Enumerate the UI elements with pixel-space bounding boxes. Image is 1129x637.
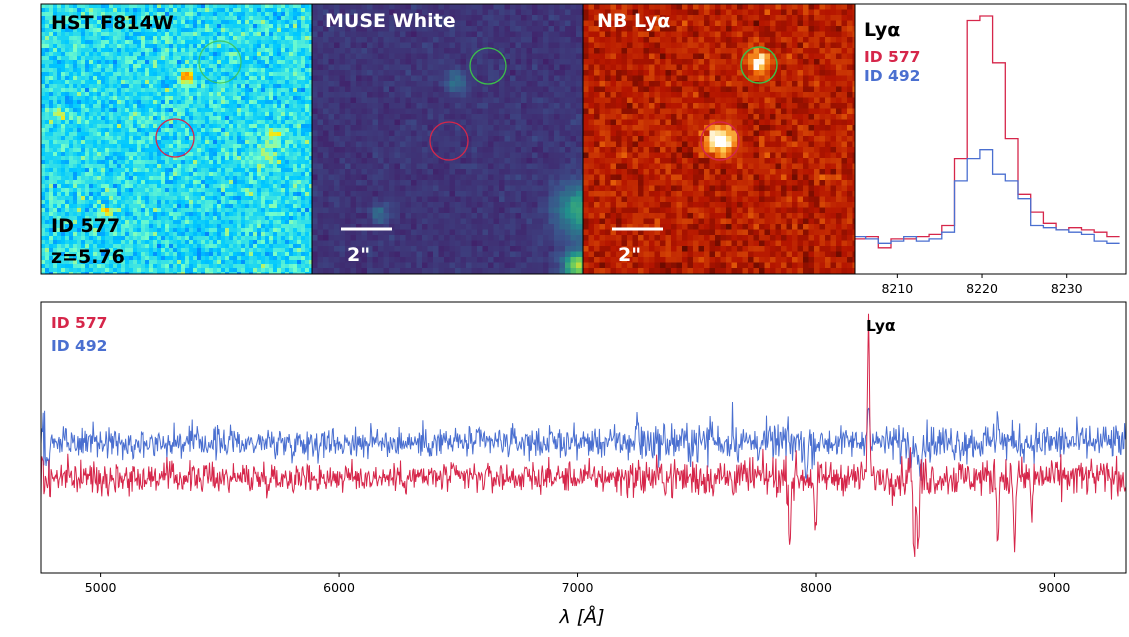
x-tick-label: 8000 xyxy=(800,580,832,595)
x-tick-label: 8220 xyxy=(966,281,998,296)
aperture-green xyxy=(740,46,778,84)
hst-image-panel: HST F814W ID 577 z=5.76 xyxy=(40,3,313,275)
hst-panel-title: HST F814W xyxy=(51,12,174,34)
legend-id577: ID 577 xyxy=(51,314,107,332)
x-tick-label: 8230 xyxy=(1051,281,1083,296)
lya-annotation: Lyα xyxy=(866,317,896,335)
nb-panel-title: NB Lyα xyxy=(597,10,670,32)
legend-id577: ID 577 xyxy=(864,48,920,66)
legend-id492: ID 492 xyxy=(51,337,107,355)
lya-zoom-title: Lyα xyxy=(864,19,900,41)
redshift-label: z=5.76 xyxy=(51,246,125,268)
x-tick-label: 5000 xyxy=(85,580,117,595)
legend-id492: ID 492 xyxy=(864,67,920,85)
full-spectrum-panel: 5000 6000 7000 8000 9000 ID 577 ID 492 Lyα λ… xyxy=(40,301,1127,628)
series-line-id577 xyxy=(41,313,1126,557)
x-tick-label: 9000 xyxy=(1039,580,1071,595)
object-id-label: ID 577 xyxy=(51,215,120,237)
x-axis-label: λ [Å] xyxy=(558,605,604,628)
scale-bar-label: 2" xyxy=(347,244,370,266)
aperture-red xyxy=(700,121,740,161)
series-line-id492 xyxy=(41,401,1126,481)
scale-bar-label: 2" xyxy=(618,244,641,266)
muse-panel-title: MUSE White xyxy=(325,10,456,32)
aperture-red xyxy=(429,121,469,161)
nb-image xyxy=(583,4,855,274)
aperture-green xyxy=(469,47,507,85)
x-tick-label: 6000 xyxy=(323,580,355,595)
series-line-id492 xyxy=(855,149,1120,244)
muse-image xyxy=(312,4,583,274)
aperture-green xyxy=(198,40,242,84)
muse-image-panel: MUSE White 2" xyxy=(311,3,584,275)
aperture-red xyxy=(155,118,195,158)
x-tick-label: 7000 xyxy=(562,580,594,595)
lya-zoom-panel: 8210 8220 8230 Lyα ID 577 ID 492 xyxy=(854,3,1127,296)
series-line-id577 xyxy=(855,15,1120,249)
x-tick-label: 8210 xyxy=(881,281,913,296)
nb-image-panel: NB Lyα 2" xyxy=(582,3,856,275)
hst-image xyxy=(41,4,312,274)
